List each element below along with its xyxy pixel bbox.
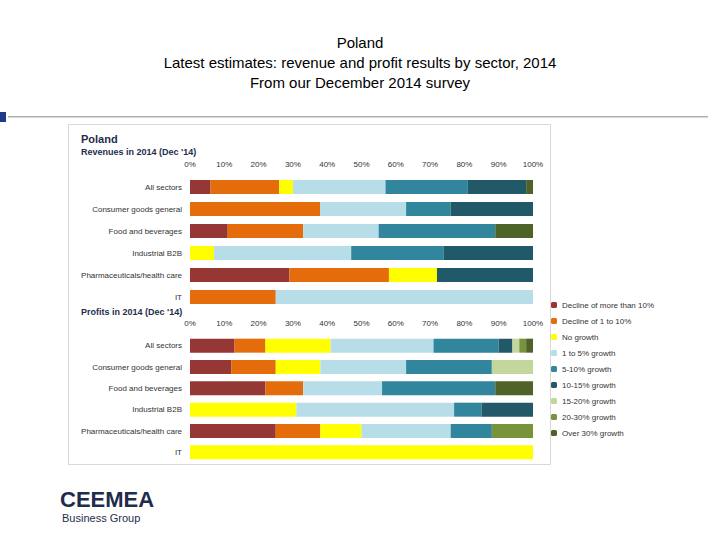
svg-text:Decline of more than 10%: Decline of more than 10% [562, 301, 654, 310]
svg-text:No growth: No growth [562, 333, 598, 342]
svg-text:90%: 90% [491, 160, 507, 169]
svg-text:30%: 30% [285, 160, 301, 169]
svg-text:Poland: Poland [81, 133, 118, 145]
svg-text:Consumer goods general: Consumer goods general [92, 363, 182, 372]
svg-text:20%: 20% [251, 319, 267, 328]
svg-text:30%: 30% [285, 319, 301, 328]
svg-text:IT: IT [175, 293, 182, 302]
svg-text:Pharmaceuticals/health care: Pharmaceuticals/health care [81, 427, 182, 436]
svg-text:10%: 10% [216, 160, 232, 169]
svg-text:IT: IT [175, 448, 182, 457]
svg-text:Industrial B2B: Industrial B2B [132, 405, 182, 414]
svg-text:10%: 10% [216, 319, 232, 328]
svg-text:70%: 70% [422, 319, 438, 328]
svg-text:All sectors: All sectors [145, 183, 182, 192]
svg-text:Pharmaceuticals/health care: Pharmaceuticals/health care [81, 271, 182, 280]
svg-text:80%: 80% [456, 160, 472, 169]
svg-text:0%: 0% [184, 319, 196, 328]
svg-text:60%: 60% [388, 319, 404, 328]
svg-text:CEEMEA: CEEMEA [60, 487, 154, 512]
svg-text:80%: 80% [456, 319, 472, 328]
svg-text:Industrial B2B: Industrial B2B [132, 249, 182, 258]
svg-text:15-20% growth: 15-20% growth [562, 397, 616, 406]
svg-text:Poland: Poland [337, 34, 384, 51]
svg-text:From our December 2014 survey: From our December 2014 survey [250, 74, 471, 91]
svg-text:0%: 0% [184, 160, 196, 169]
svg-text:20%: 20% [251, 160, 267, 169]
svg-text:60%: 60% [388, 160, 404, 169]
svg-text:Latest estimates: revenue and: Latest estimates: revenue and profit res… [164, 54, 557, 71]
svg-text:Business Group: Business Group [62, 512, 140, 524]
svg-text:Consumer goods general: Consumer goods general [92, 205, 182, 214]
svg-text:1 to 5% growth: 1 to 5% growth [562, 349, 615, 358]
svg-text:70%: 70% [422, 160, 438, 169]
svg-text:Over 30% growth: Over 30% growth [562, 429, 624, 438]
svg-text:5-10% growth: 5-10% growth [562, 365, 611, 374]
svg-text:50%: 50% [353, 160, 369, 169]
svg-text:Food and beverages: Food and beverages [109, 227, 182, 236]
svg-text:Revenues in 2014 (Dec '14): Revenues in 2014 (Dec '14) [81, 147, 196, 157]
svg-text:50%: 50% [353, 319, 369, 328]
svg-text:90%: 90% [491, 319, 507, 328]
svg-text:10-15% growth: 10-15% growth [562, 381, 616, 390]
svg-text:40%: 40% [319, 319, 335, 328]
svg-text:20-30% growth: 20-30% growth [562, 413, 616, 422]
svg-text:Food and beverages: Food and beverages [109, 384, 182, 393]
svg-text:All sectors: All sectors [145, 341, 182, 350]
svg-text:40%: 40% [319, 160, 335, 169]
svg-text:Decline of 1 to 10%: Decline of 1 to 10% [562, 317, 631, 326]
svg-text:100%: 100% [523, 319, 543, 328]
svg-text:100%: 100% [523, 160, 543, 169]
svg-text:Profits in 2014 (Dec '14): Profits in 2014 (Dec '14) [81, 307, 182, 317]
